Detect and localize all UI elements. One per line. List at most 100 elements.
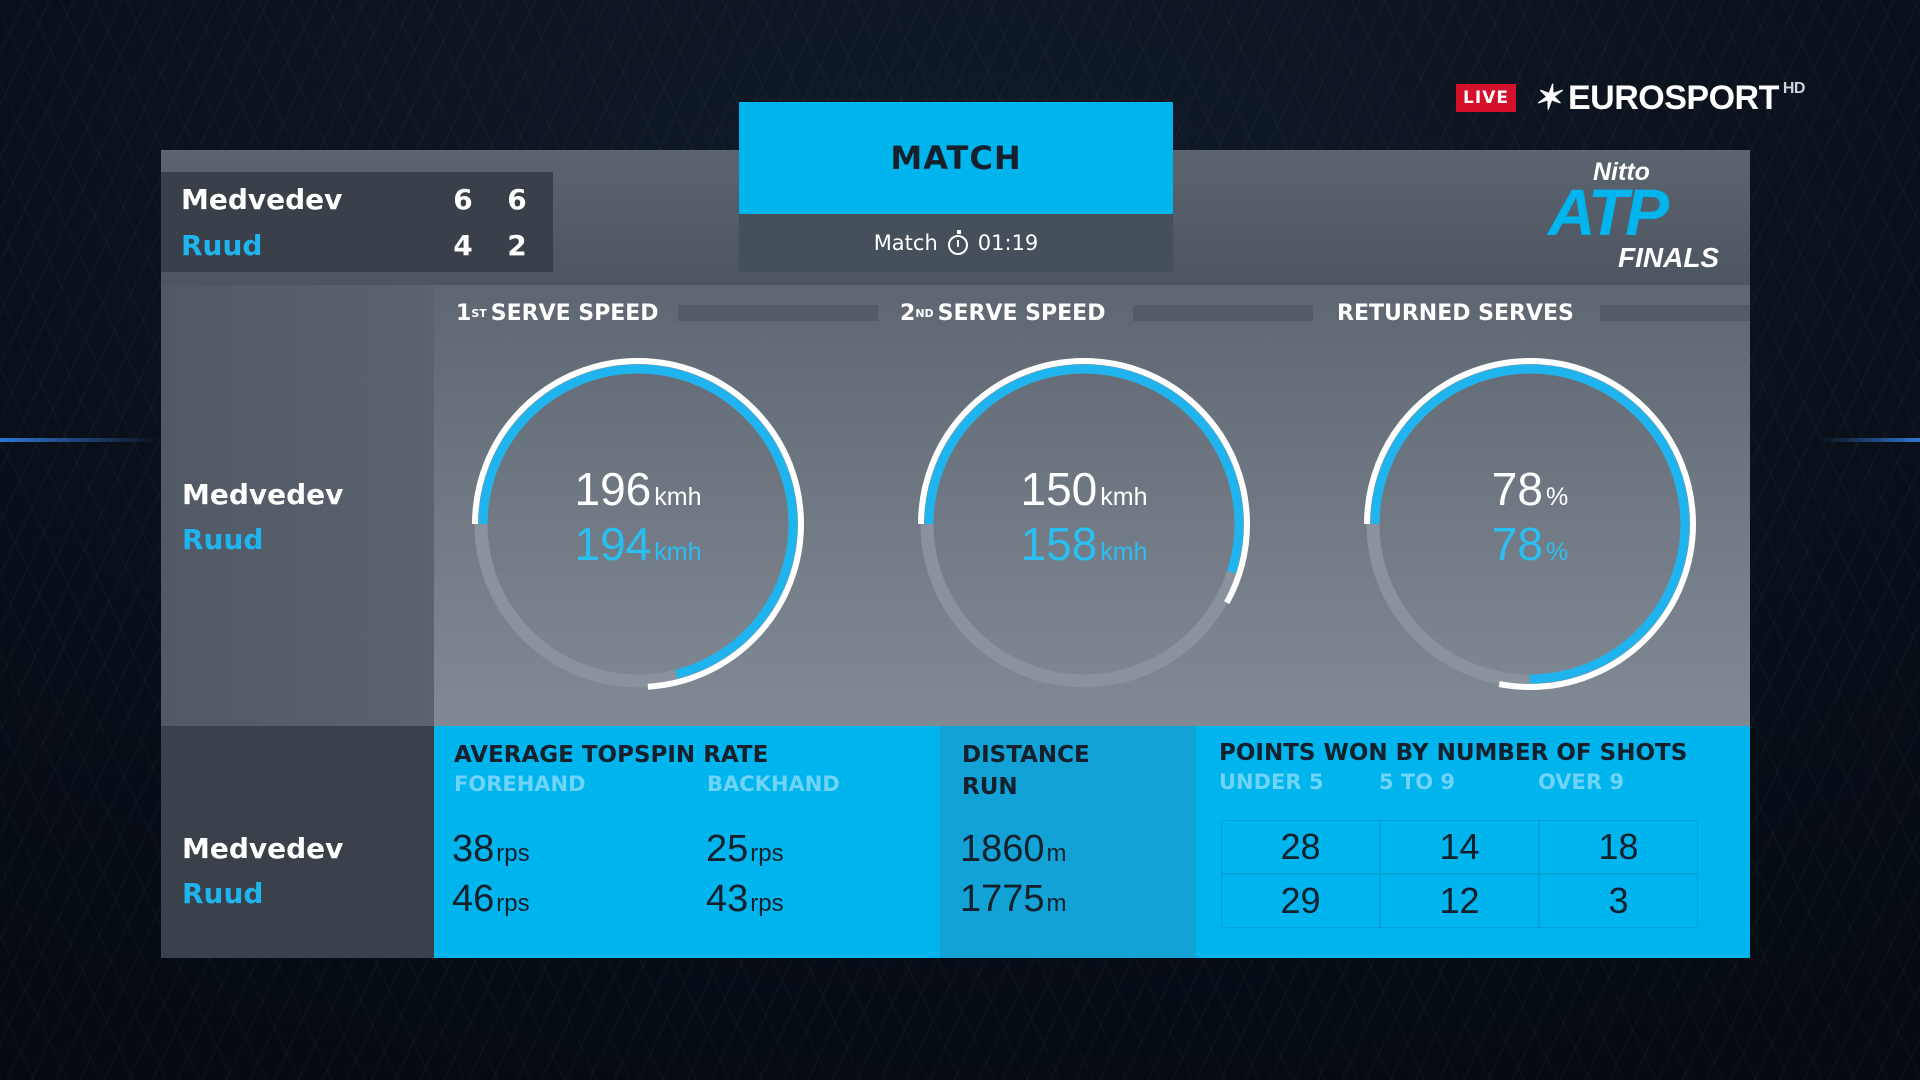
gauge-ring-p1: [918, 358, 1250, 690]
gauge-ring-p2: [924, 364, 1244, 684]
title-bar: [678, 305, 878, 321]
gauge-second-serve: 150 kmh 158 kmh: [912, 352, 1256, 696]
value: 1860: [960, 828, 1045, 870]
value: 158: [1020, 518, 1098, 570]
topspin-title: AVERAGE TOPSPIN RATE: [454, 742, 769, 768]
distance-value: 1775m: [960, 878, 1067, 921]
gauge-title: 2 ND SERVE SPEED: [900, 298, 1105, 328]
value: 38: [452, 828, 495, 870]
value: 1775: [960, 878, 1045, 920]
gauge-value-p1: 150 kmh: [912, 462, 1256, 516]
gauge-title-prefix: 1: [456, 300, 472, 326]
gauge-title-sup: ST: [471, 306, 487, 320]
value: 196: [574, 463, 652, 515]
arena-light-left: [0, 438, 160, 442]
unit: kmh: [654, 538, 702, 566]
gauge-title: 1 ST SERVE SPEED: [456, 298, 659, 328]
player-name: Ruud: [182, 877, 264, 910]
gauge-value-p1: 78%: [1358, 462, 1702, 516]
gauge-title-text: RETURNED SERVES: [1337, 300, 1574, 326]
shots-cell: 12: [1380, 874, 1539, 928]
distance-panel: [940, 726, 1196, 958]
player-name: Medvedev: [182, 478, 344, 511]
atp-finals-logo: Nitto ATP FINALS: [1538, 158, 1743, 278]
channel-logo: ✶ EUROSPORT HD: [1533, 76, 1806, 120]
player-name: Medvedev: [181, 182, 343, 216]
shots-cell: 28: [1221, 820, 1380, 874]
backhand-label: BACKHAND: [707, 772, 840, 796]
title-bar: [1600, 305, 1750, 321]
gauge-ring-p2: [478, 364, 798, 684]
gauge-value-p1: 196 kmh: [466, 462, 810, 516]
logo-line: FINALS: [1618, 242, 1720, 273]
unit: %: [1545, 483, 1569, 511]
topspin-value: 43rps: [706, 878, 784, 921]
gauge-title-text: SERVE SPEED: [937, 300, 1106, 326]
value: 46: [452, 878, 495, 920]
gauge-rings: [1364, 358, 1696, 690]
scoreboard-row: Ruud 4 2: [181, 222, 544, 268]
value: 78: [1491, 463, 1543, 515]
unit: m: [1046, 840, 1067, 867]
distance-title-line2: RUN: [962, 774, 1018, 800]
gauge-player-names: Medvedev Ruud: [182, 478, 343, 556]
gauge-value-p2: 158 kmh: [912, 517, 1256, 571]
gauge-rings: [472, 358, 804, 690]
player-name: Medvedev: [182, 832, 344, 865]
shots-column-label: 5 TO 9: [1379, 770, 1456, 794]
shots-cell: 3: [1539, 874, 1698, 928]
shots-table: 28 14 18 29 12 3: [1221, 820, 1699, 928]
value: 150: [1020, 463, 1098, 515]
bottom-player-names: Medvedev Ruud: [182, 832, 343, 910]
player-name: Ruud: [182, 523, 264, 556]
value: 194: [574, 518, 652, 570]
title-bar: [1133, 305, 1313, 321]
unit: rps: [496, 840, 530, 867]
stopwatch-icon: [947, 229, 968, 255]
set-score: 4: [453, 228, 473, 262]
live-badge: LIVE: [1456, 84, 1516, 112]
unit: %: [1545, 538, 1569, 566]
gauge-ring-p2: [1370, 364, 1690, 684]
star-icon: ✶: [1532, 79, 1568, 117]
logo-line: ATP: [1548, 175, 1669, 249]
unit: rps: [750, 840, 784, 867]
gauge-ring-p1: [472, 358, 804, 690]
channel-suffix: HD: [1782, 80, 1806, 97]
gauge-first-serve: 196 kmh 194 kmh: [466, 352, 810, 696]
distance-title-line1: DISTANCE: [962, 742, 1090, 768]
gauge-returned-serves: 78% 78%: [1358, 352, 1702, 696]
distance-value: 1860m: [960, 828, 1067, 871]
shots-title: POINTS WON BY NUMBER OF SHOTS: [1219, 740, 1688, 766]
arena-light-right: [1820, 438, 1920, 442]
set-score: 2: [507, 228, 527, 262]
gauge-rings: [918, 358, 1250, 690]
unit: kmh: [1100, 538, 1148, 566]
shots-cell: 18: [1539, 820, 1698, 874]
channel-name: EUROSPORT: [1568, 78, 1779, 117]
shots-cell: 29: [1221, 874, 1380, 928]
value: 25: [706, 828, 749, 870]
gauge-title-text: SERVE SPEED: [490, 300, 659, 326]
bottom-names-panel: [161, 726, 434, 958]
gauge-value-p2: 78%: [1358, 517, 1702, 571]
unit: kmh: [1100, 483, 1148, 511]
topspin-value: 38rps: [452, 828, 530, 871]
topspin-value: 25rps: [706, 828, 784, 871]
timer-value: 01:19: [977, 231, 1039, 255]
match-timer: Match 01:19: [739, 214, 1173, 272]
topspin-value: 46rps: [452, 878, 530, 921]
set-score: 6: [453, 182, 473, 216]
unit: rps: [496, 890, 530, 917]
player-name: Ruud: [181, 228, 263, 262]
gauge-ring-p1: [1364, 358, 1696, 690]
gauge-title-sup: ND: [915, 306, 934, 320]
unit: m: [1046, 890, 1067, 917]
scoreboard: Medvedev 6 6 Ruud 4 2: [161, 172, 553, 272]
shots-cell: 14: [1380, 820, 1539, 874]
gauge-title-prefix: 2: [900, 300, 916, 326]
value: 43: [706, 878, 749, 920]
set-score: 6: [507, 182, 527, 216]
value: 78: [1491, 518, 1543, 570]
shots-column-label: OVER 9: [1538, 770, 1624, 794]
